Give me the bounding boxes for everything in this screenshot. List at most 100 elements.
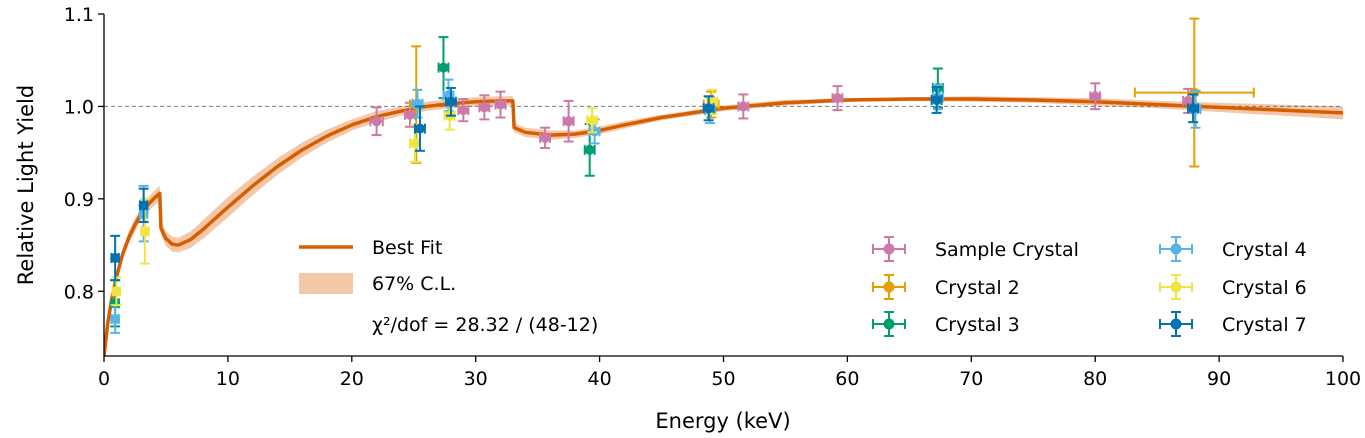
series-crystal-3 bbox=[110, 36, 944, 328]
x-tick-label: 60 bbox=[835, 368, 859, 390]
data-point bbox=[437, 36, 450, 100]
data-point bbox=[702, 95, 715, 122]
data-point bbox=[831, 85, 844, 112]
x-tick-label: 100 bbox=[1325, 368, 1361, 390]
point-marker bbox=[584, 144, 595, 155]
point-marker bbox=[111, 286, 122, 297]
point-marker bbox=[1090, 91, 1101, 102]
legend-marker bbox=[883, 243, 895, 255]
data-point bbox=[138, 187, 149, 223]
data-point bbox=[110, 234, 121, 282]
point-marker bbox=[1188, 103, 1199, 114]
data-point bbox=[478, 94, 491, 121]
data-point bbox=[539, 126, 552, 150]
data-point bbox=[110, 304, 121, 334]
legend-right: Sample Crystal Crystal 2 Crystal 3 Crystal … bbox=[872, 236, 1307, 337]
point-marker bbox=[138, 200, 149, 211]
point-marker bbox=[832, 93, 843, 104]
series-crystal-2 bbox=[409, 17, 1255, 168]
legend-left: Best Fit 67% C.L. χ²/dof = 28.32 / (48-1… bbox=[299, 237, 598, 336]
point-marker bbox=[110, 314, 121, 325]
point-marker bbox=[1189, 87, 1200, 98]
x-tick-label: 10 bbox=[216, 368, 240, 390]
point-marker bbox=[563, 116, 574, 127]
point-marker bbox=[409, 138, 420, 149]
legend-entry: Crystal 2 bbox=[872, 274, 1020, 300]
data-point bbox=[737, 93, 750, 120]
x-tick-label: 50 bbox=[711, 368, 735, 390]
x-tick-label: 20 bbox=[340, 368, 364, 390]
data-point bbox=[413, 105, 426, 152]
legend-entry: Crystal 6 bbox=[1159, 274, 1307, 300]
ticks-layer: 0 10 20 30 40 50 60 70 80 90 100 0.8 0.9 1.0 1.1 bbox=[64, 4, 1361, 390]
point-marker bbox=[110, 253, 121, 264]
legend-band-swatch bbox=[299, 273, 353, 294]
legend-label: Crystal 4 bbox=[1222, 239, 1307, 261]
point-marker bbox=[445, 96, 456, 107]
point-marker bbox=[139, 226, 150, 237]
best-fit-curve bbox=[104, 97, 1343, 356]
legend-marker bbox=[883, 281, 895, 293]
data-point bbox=[411, 88, 424, 119]
data-point bbox=[444, 86, 457, 117]
x-tick-label: 80 bbox=[1083, 368, 1107, 390]
legend-label: Crystal 3 bbox=[935, 314, 1020, 336]
fit-band-layer bbox=[104, 96, 1343, 356]
x-axis-label: Energy (keV) bbox=[655, 409, 790, 433]
point-marker bbox=[414, 123, 425, 134]
legend-marker bbox=[1170, 318, 1182, 330]
point-marker bbox=[495, 99, 506, 110]
point-marker bbox=[438, 62, 449, 73]
y-tick-label: 1.0 bbox=[64, 96, 94, 118]
axes-layer bbox=[103, 14, 1343, 357]
fit-confidence-band bbox=[104, 96, 1343, 356]
series-sample-crystal bbox=[369, 82, 1195, 150]
data-point bbox=[369, 106, 384, 137]
data-point bbox=[1187, 93, 1200, 124]
point-marker bbox=[931, 94, 942, 105]
legend-marker bbox=[1170, 281, 1182, 293]
data-point bbox=[930, 86, 943, 114]
y-tick-label: 0.8 bbox=[64, 281, 94, 303]
legend-entry: Crystal 7 bbox=[1159, 311, 1307, 337]
fit-curve-layer bbox=[104, 97, 1343, 356]
y-axis-label: Relative Light Yield bbox=[14, 85, 38, 285]
data-point bbox=[562, 99, 575, 143]
point-marker bbox=[587, 115, 598, 126]
point-marker bbox=[479, 102, 490, 113]
data-point bbox=[494, 90, 507, 119]
y-tick-label: 0.9 bbox=[64, 189, 94, 211]
legend-band-label: 67% C.L. bbox=[372, 273, 456, 295]
point-marker bbox=[371, 116, 382, 127]
y-tick-label: 1.1 bbox=[64, 4, 94, 26]
legend-entry: Crystal 4 bbox=[1159, 236, 1307, 262]
legend-chi2-label: χ²/dof = 28.32 / (48-12) bbox=[372, 314, 598, 336]
data-point bbox=[586, 107, 599, 134]
x-tick-label: 0 bbox=[98, 368, 110, 390]
legend-label: Crystal 2 bbox=[935, 277, 1020, 299]
data-point bbox=[1133, 17, 1255, 168]
x-tick-label: 90 bbox=[1207, 368, 1231, 390]
point-marker bbox=[1183, 95, 1194, 106]
data-point bbox=[139, 197, 150, 265]
legend-marker bbox=[1170, 243, 1182, 255]
legend-label: Crystal 7 bbox=[1222, 314, 1307, 336]
legend-entry: Sample Crystal bbox=[872, 236, 1079, 262]
x-tick-label: 30 bbox=[464, 368, 488, 390]
data-point bbox=[111, 276, 122, 307]
x-tick-label: 70 bbox=[959, 368, 983, 390]
legend-entry: Crystal 3 bbox=[872, 311, 1020, 337]
point-marker bbox=[540, 132, 551, 143]
point-marker bbox=[738, 101, 749, 112]
x-tick-label: 40 bbox=[588, 368, 612, 390]
legend-marker bbox=[883, 318, 895, 330]
series-crystal-7 bbox=[110, 86, 1200, 282]
data-point bbox=[457, 98, 470, 123]
data-points-layer bbox=[110, 17, 1255, 334]
point-marker bbox=[703, 103, 714, 114]
legend-fit-label: Best Fit bbox=[372, 237, 442, 259]
legend-label: Sample Crystal bbox=[935, 239, 1079, 261]
legend-label: Crystal 6 bbox=[1222, 277, 1307, 299]
data-point bbox=[1089, 82, 1102, 111]
